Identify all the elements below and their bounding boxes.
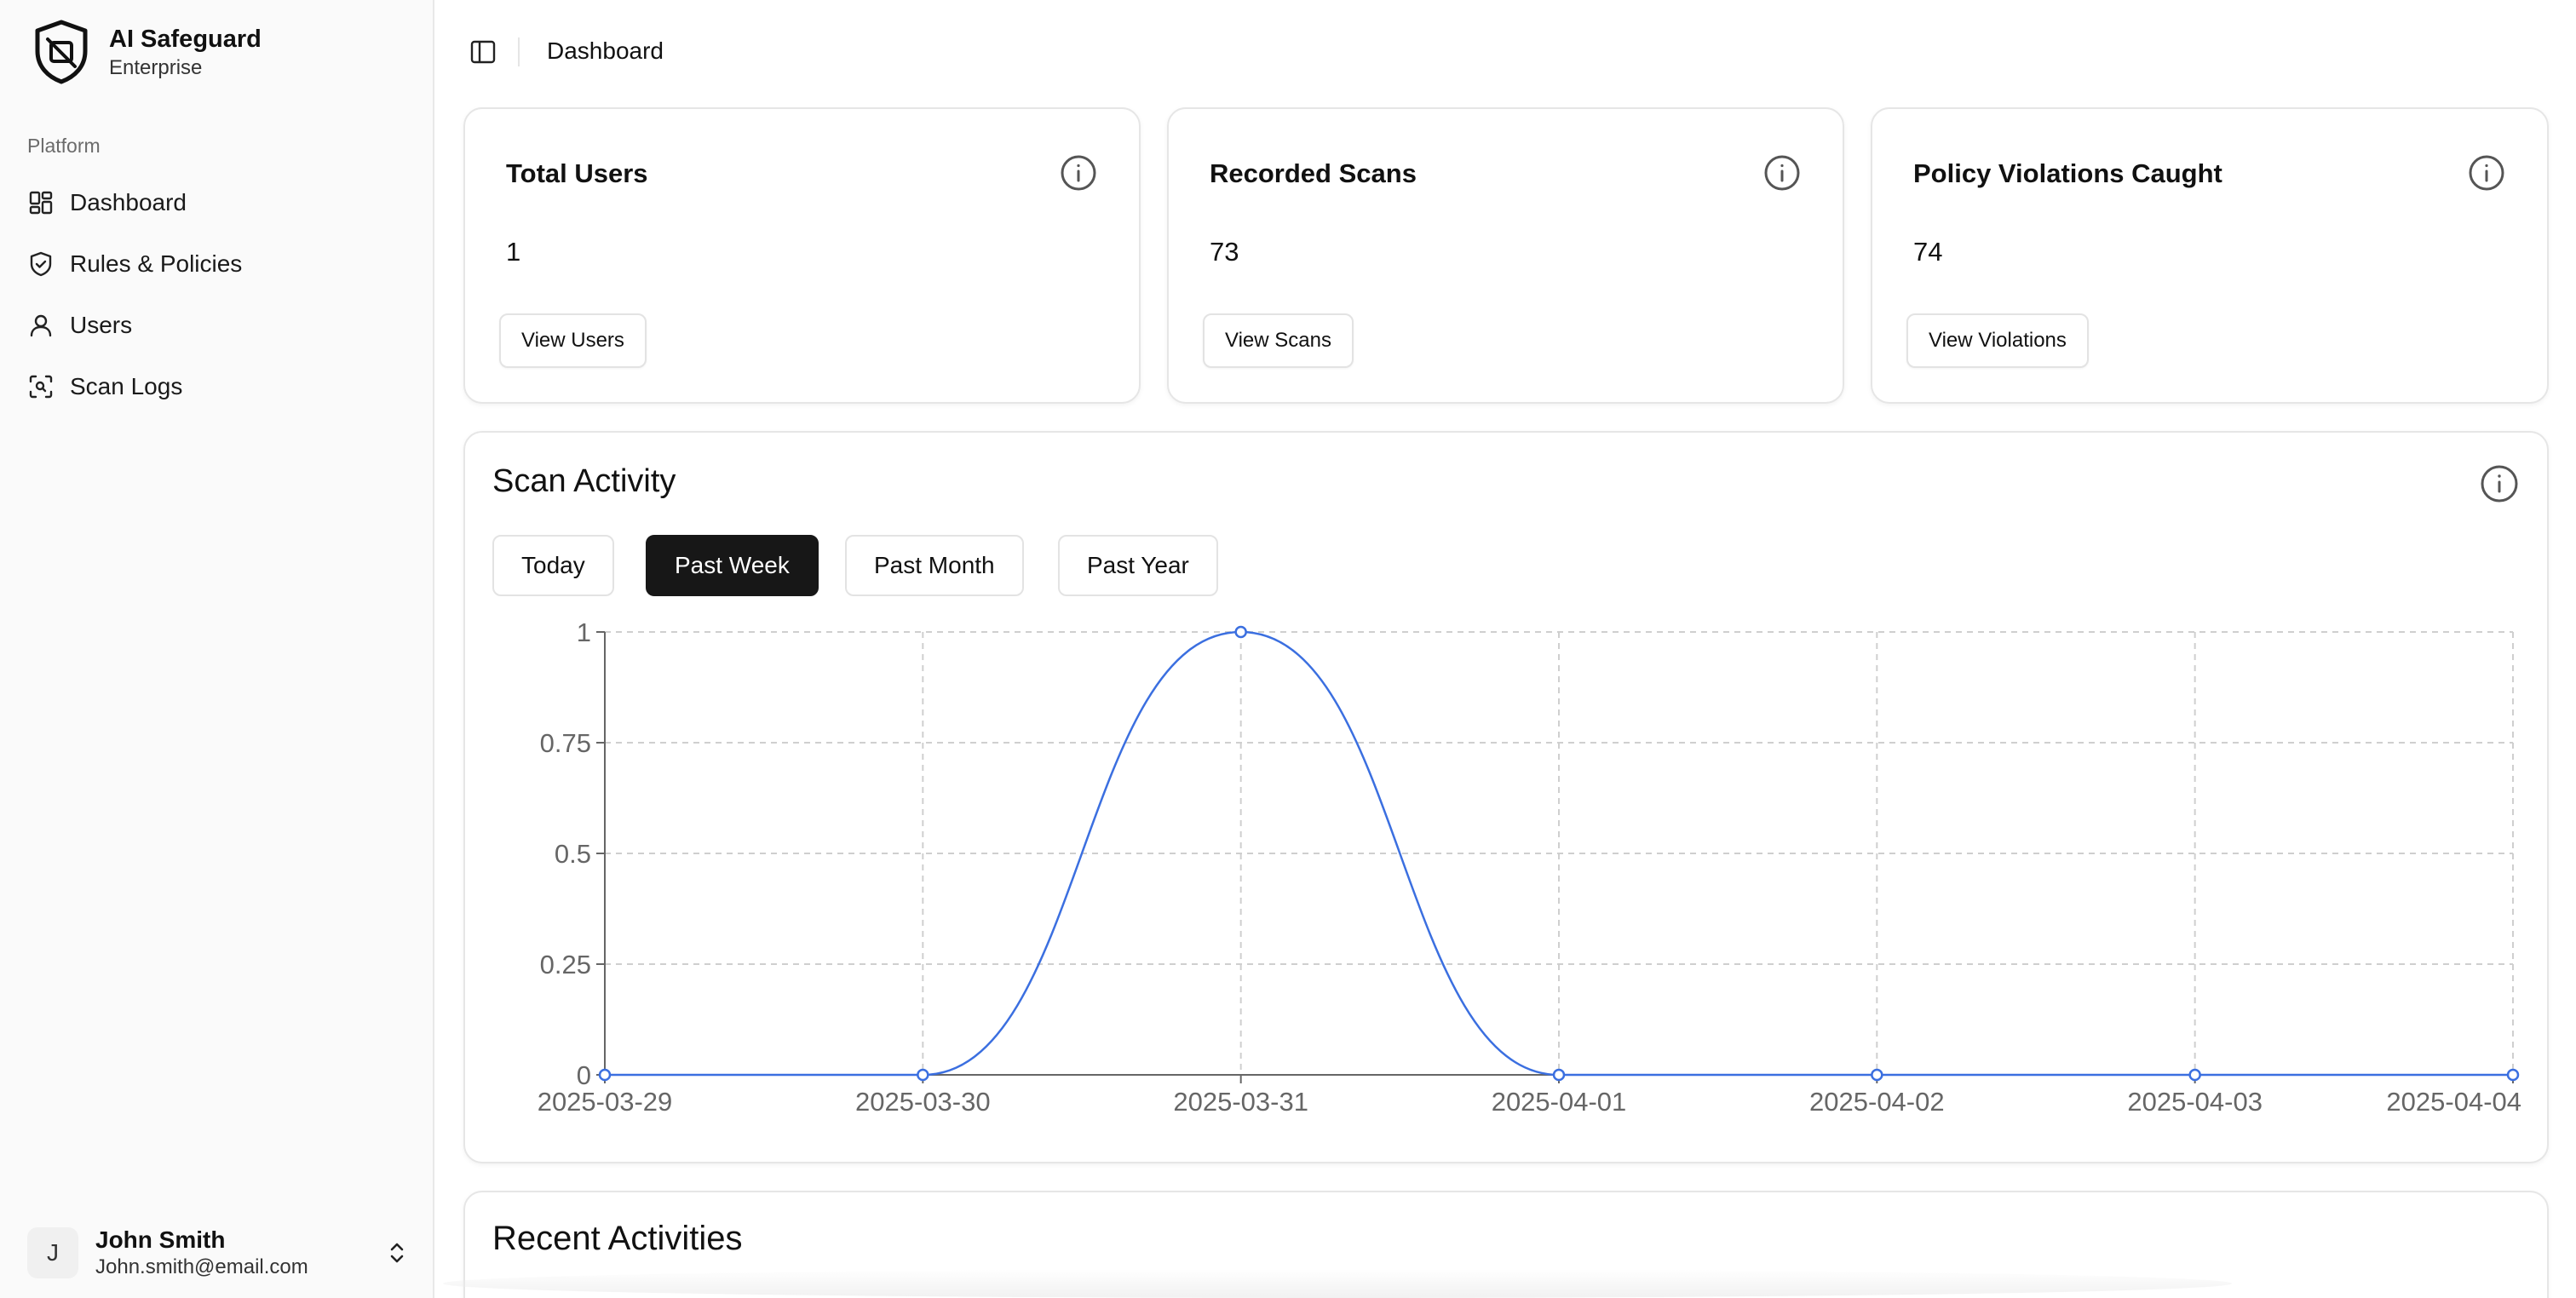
data-point xyxy=(1871,1068,1883,1082)
info-icon[interactable] xyxy=(1059,153,1098,192)
info-icon[interactable] xyxy=(1762,153,1802,192)
sidebar-item-label: Dashboard xyxy=(70,189,187,215)
stat-title: Recorded Scans xyxy=(1210,158,1417,188)
stat-title: Policy Violations Caught xyxy=(1913,158,2222,188)
stat-card-recorded-scans: Recorded Scans 73 View Scans xyxy=(1167,107,1844,404)
sidebar-item-label: Scan Logs xyxy=(70,373,183,399)
y-tick-label: 0.25 xyxy=(540,950,591,979)
range-today-button[interactable]: Today xyxy=(492,535,614,596)
x-tick-label: 2025-03-29 xyxy=(538,1087,673,1117)
view-users-button[interactable]: View Users xyxy=(499,313,647,368)
divider xyxy=(518,37,520,66)
user-menu[interactable]: J John Smith John.smith@email.com xyxy=(27,1223,411,1283)
sidebar-toggle-icon[interactable] xyxy=(469,37,497,66)
info-icon[interactable] xyxy=(2479,463,2520,504)
stat-title: Total Users xyxy=(506,158,648,188)
stat-value: 73 xyxy=(1210,237,1239,267)
y-tick-label: 0.75 xyxy=(540,728,591,758)
user-icon xyxy=(30,314,52,337)
data-point xyxy=(1552,1068,1566,1082)
shield-logo-icon xyxy=(35,20,88,84)
series-line xyxy=(605,630,2513,1077)
stat-card-total-users: Total Users 1 View Users xyxy=(463,107,1141,404)
stat-card-policy-violations: Policy Violations Caught 74 View Violati… xyxy=(1871,107,2549,404)
x-tick-label: 2025-04-02 xyxy=(1809,1087,1945,1117)
data-point xyxy=(2506,1068,2520,1082)
x-tick-label: 2025-04-04 xyxy=(2386,1087,2521,1117)
user-name: John Smith xyxy=(95,1226,226,1253)
sidebar-item-label: Rules & Policies xyxy=(70,250,243,277)
breadcrumb: Dashboard xyxy=(547,37,664,64)
view-violations-button[interactable]: View Violations xyxy=(1906,313,2089,368)
range-past-year-button[interactable]: Past Year xyxy=(1058,535,1218,596)
x-tick-label: 2025-04-03 xyxy=(2127,1087,2263,1117)
sidebar-item-scan-logs[interactable]: Scan Logs xyxy=(14,356,421,417)
scan-activity-chart: 0 0.25 0.5 0.75 1 2025-03-29 2025-03-30 2025-03… xyxy=(538,617,2521,1117)
shield-check-icon xyxy=(30,251,52,277)
sidebar-item-rules-policies[interactable]: Rules & Policies xyxy=(14,233,421,295)
info-icon[interactable] xyxy=(2467,153,2506,192)
recent-activities-title: Recent Activities xyxy=(492,1220,743,1257)
brand-subtitle: Enterprise xyxy=(109,56,203,79)
y-tick-label: 0 xyxy=(577,1060,591,1090)
topbar: Dashboard xyxy=(434,0,2576,102)
data-point xyxy=(598,1068,612,1082)
dashboard-grid-icon xyxy=(29,191,53,215)
avatar: J xyxy=(27,1227,78,1278)
data-point xyxy=(1234,625,1247,639)
sidebar-item-users[interactable]: Users xyxy=(14,295,421,356)
stat-value: 1 xyxy=(506,237,521,267)
sidebar-item-label: Users xyxy=(70,312,133,338)
stat-value: 74 xyxy=(1913,237,1943,267)
chart-title: Scan Activity xyxy=(492,463,676,499)
x-tick-label: 2025-03-31 xyxy=(1173,1087,1308,1117)
y-tick-label: 0.5 xyxy=(555,839,591,869)
chevrons-up-down-icon xyxy=(390,1243,404,1263)
user-email: John.smith@email.com xyxy=(95,1255,308,1278)
sidebar-nav: Dashboard Rules & Policies Users Scan Lo… xyxy=(14,172,421,417)
scan-activity-card: Scan Activity Today Past Week Past Month… xyxy=(463,431,2549,1163)
range-past-month-button[interactable]: Past Month xyxy=(845,535,1024,596)
x-tick-label: 2025-03-30 xyxy=(855,1087,991,1117)
bottom-fade xyxy=(443,1269,2232,1298)
x-tick-label: 2025-04-01 xyxy=(1492,1087,1627,1117)
nav-group-label: Platform xyxy=(27,135,101,157)
range-past-week-button[interactable]: Past Week xyxy=(646,535,819,596)
y-tick-label: 1 xyxy=(577,617,591,647)
data-point xyxy=(917,1068,929,1082)
sidebar-item-dashboard[interactable]: Dashboard xyxy=(14,172,421,233)
brand-name: AI Safeguard xyxy=(109,26,262,53)
view-scans-button[interactable]: View Scans xyxy=(1203,313,1354,368)
brand[interactable]: AI Safeguard Enterprise xyxy=(31,19,262,85)
sidebar: AI Safeguard Enterprise Platform Dashboa… xyxy=(0,0,434,1298)
scan-icon xyxy=(29,375,53,399)
data-point xyxy=(2188,1068,2201,1082)
